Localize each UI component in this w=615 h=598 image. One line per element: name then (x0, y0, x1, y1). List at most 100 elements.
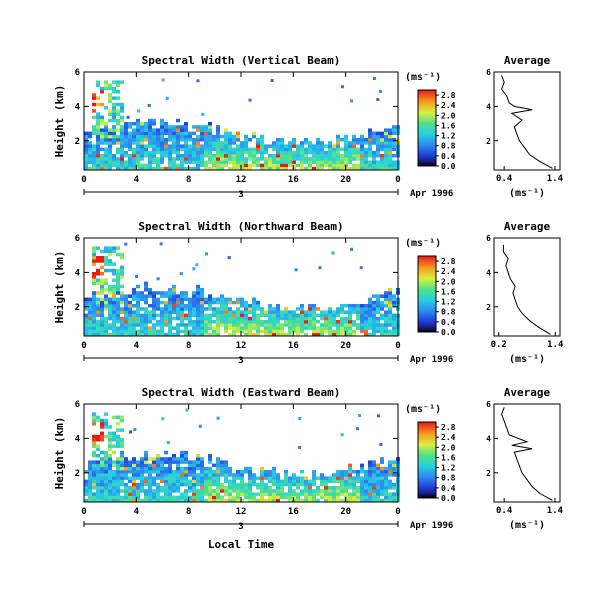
heatmap-cell (128, 134, 132, 139)
heatmap-cell (84, 150, 88, 155)
heatmap-cell (216, 482, 220, 487)
heatmap-cell (172, 454, 176, 458)
heatmap-cell (132, 498, 136, 503)
heatmap-cell (144, 154, 148, 158)
heatmap-cell (180, 310, 184, 314)
heatmap-cell (320, 163, 324, 168)
heatmap-cell (164, 128, 168, 132)
heatmap-cell (284, 307, 288, 311)
heatmap-cell (372, 134, 376, 139)
heatmap-cell (300, 470, 304, 474)
heatmap-cell (136, 284, 140, 289)
heatmap-cell (108, 470, 112, 474)
x-tick-label: 0 (395, 175, 400, 185)
heatmap-cell (300, 320, 304, 324)
heatmap-cell (340, 492, 344, 496)
heatmap-cell (168, 457, 172, 461)
heatmap-cell (288, 332, 292, 337)
heatmap-cell (244, 166, 248, 171)
panel-0: Spectral Width (Vertical Beam)0 4 8 12 16 20 0… (53, 54, 564, 200)
heatmap-cell (236, 326, 240, 330)
heatmap-cell (184, 134, 188, 139)
heatmap-cell (179, 272, 183, 276)
heatmap-cell (104, 83, 108, 88)
heatmap-cell (248, 326, 252, 330)
heatmap-cell (108, 157, 112, 161)
heatmap-cell (188, 134, 192, 139)
heatmap-cell (252, 134, 256, 139)
heatmap-cell (88, 144, 92, 148)
colorbar (417, 255, 437, 333)
heatmap-cell (276, 147, 280, 152)
profile-title: Average (504, 386, 551, 399)
heatmap-cell (376, 98, 380, 102)
profile-y-tick-label: 2 (486, 303, 491, 312)
heatmap-cell (204, 166, 208, 171)
heatmap-cell (104, 492, 108, 496)
heatmap-cell (188, 329, 192, 334)
heatmap-cell (120, 138, 124, 142)
heatmap-cell (384, 294, 388, 298)
heatmap-cell (212, 492, 216, 496)
heatmap-cell (304, 310, 308, 314)
heatmap-cell (272, 166, 276, 171)
heatmap-cell (176, 150, 180, 155)
heatmap-cell (132, 476, 136, 480)
profile-y-tick-label: 4 (486, 102, 491, 111)
heatmap-cell (360, 482, 364, 487)
heatmap-cell (344, 482, 348, 487)
heatmap-cell (350, 99, 354, 103)
heatmap-cell (128, 320, 132, 324)
colorbar-tick-label: 1.6 (441, 287, 456, 296)
heatmap-cell (96, 125, 100, 129)
heatmap-cell (116, 495, 120, 500)
heatmap-cell (156, 131, 160, 136)
heatmap-cell (264, 332, 268, 337)
heatmap-cell (156, 492, 160, 496)
heatmap-cell (276, 150, 280, 155)
heatmap-cell (244, 147, 248, 152)
heatmap-cell (344, 316, 348, 321)
heatmap-cell (112, 268, 116, 273)
heatmap-cell (120, 147, 124, 152)
heatmap-cell (188, 154, 192, 158)
heatmap-cell (168, 476, 172, 480)
heatmap-cell (280, 150, 284, 155)
heatmap-cell (140, 144, 144, 148)
heatmap-cell (216, 297, 220, 302)
heatmap-cell (140, 329, 144, 334)
heatmap-cell (359, 266, 363, 270)
heatmap-cell (132, 160, 136, 164)
heatmap-cell (316, 486, 320, 490)
heatmap-cell (104, 332, 108, 337)
heatmap-cell (324, 486, 328, 490)
heatmap-cell (224, 160, 228, 164)
heatmap-cell (124, 326, 128, 330)
heatmap-cell (164, 166, 168, 171)
heatmap-cell (212, 329, 216, 334)
heatmap-cell (268, 160, 272, 164)
heatmap-cell (288, 482, 292, 487)
heatmap-cell (272, 332, 276, 337)
heatmap-cell (100, 473, 104, 477)
heatmap-cell (200, 138, 204, 142)
heatmap-cell (344, 323, 348, 327)
heatmap-cell (244, 138, 248, 142)
heatmap-cell (96, 131, 100, 136)
heatmap-cell (148, 288, 152, 292)
heatmap-cell (376, 150, 380, 155)
heatmap-cell (224, 297, 228, 302)
heatmap-cell (180, 470, 184, 474)
heatmap-cell (104, 249, 108, 254)
day-marker-label: 3 (238, 356, 243, 366)
heatmap-cell (336, 134, 340, 139)
heatmap-cell (244, 304, 248, 308)
heatmap-cell (216, 495, 220, 500)
heatmap-cell (372, 323, 376, 327)
heatmap-cell (240, 150, 244, 155)
heatmap-cell (132, 470, 136, 474)
heatmap-cell (236, 144, 240, 148)
heatmap-cell (152, 492, 156, 496)
heatmap-cell (204, 498, 208, 503)
heatmap-cell (172, 163, 176, 168)
